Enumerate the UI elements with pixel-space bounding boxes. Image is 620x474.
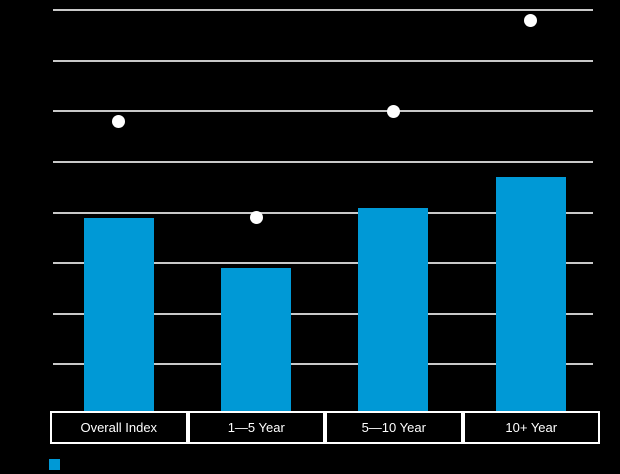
dot-1 xyxy=(249,211,263,225)
gridline xyxy=(53,312,593,315)
x-axis-label-overall-index: Overall Index xyxy=(50,411,188,444)
bar-2 xyxy=(358,207,428,413)
x-axis-label-row: Overall Index 1—5 Year 5—10 Year 10+ Yea… xyxy=(50,411,600,444)
gridline xyxy=(53,161,593,163)
x-axis-label-1-5-year: 1—5 Year xyxy=(187,411,325,444)
legend xyxy=(49,458,60,470)
x-axis-label-10-plus-year: 10+ Year xyxy=(462,411,600,444)
gridline xyxy=(53,262,593,265)
legend-square-icon xyxy=(49,458,60,470)
bar-1 xyxy=(221,268,291,413)
gridline xyxy=(53,211,593,214)
gridline xyxy=(53,59,593,62)
dot-0 xyxy=(112,115,126,129)
dot-3 xyxy=(524,13,537,27)
bar-3 xyxy=(495,177,566,413)
x-axis-label-5-10-year: 5—10 Year xyxy=(325,411,463,444)
gridline xyxy=(53,9,593,12)
dot-2 xyxy=(386,104,400,118)
bar-0 xyxy=(83,217,154,413)
gridline xyxy=(53,363,593,366)
gridline xyxy=(53,110,593,113)
